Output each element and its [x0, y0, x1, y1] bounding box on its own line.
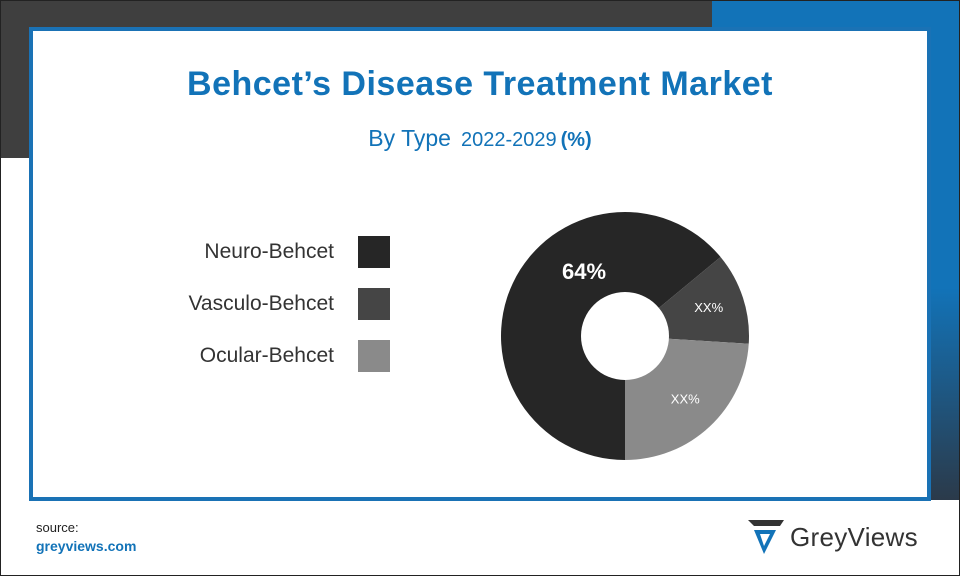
greyviews-logo: GreyViews — [746, 516, 936, 560]
chart-title: Behcet’s Disease Treatment Market — [187, 65, 773, 103]
brand-name: GreyViews — [790, 522, 918, 552]
legend-swatch — [358, 236, 390, 268]
legend-label: Ocular-Behcet — [199, 344, 334, 367]
subtitle-by-type: By Type — [368, 125, 451, 151]
slice-label-neuro: 64% — [562, 259, 606, 284]
subtitle-years: 2022-2029 — [460, 129, 557, 151]
legend-swatch — [358, 288, 390, 320]
chart-subtitle: By Type 2022-2029 (%) — [33, 125, 927, 152]
legend-item-vasculo: Vasculo-Behcet — [150, 288, 390, 340]
chart-card: Behcet’s Disease Treatment Market By Typ… — [29, 27, 931, 501]
legend-item-neuro: Neuro-Behcet — [150, 236, 390, 288]
legend-item-ocular: Ocular-Behcet — [150, 340, 390, 392]
legend-label: Vasculo-Behcet — [188, 292, 334, 315]
slice-label-vasculo: XX% — [694, 300, 723, 315]
greyviews-logo-icon — [748, 520, 784, 554]
legend-label: Neuro-Behcet — [204, 240, 334, 263]
legend-swatch — [358, 340, 390, 372]
chart-legend: Neuro-Behcet Vasculo-Behcet Ocular-Behce… — [150, 236, 390, 392]
slice-label-ocular: XX% — [671, 392, 700, 407]
subtitle-unit: (%) — [560, 129, 592, 151]
donut-hole — [581, 292, 669, 380]
donut-chart: 64% XX% XX% — [500, 211, 749, 460]
source-label: source: — [36, 520, 79, 535]
source-link[interactable]: greyviews.com — [36, 538, 137, 554]
